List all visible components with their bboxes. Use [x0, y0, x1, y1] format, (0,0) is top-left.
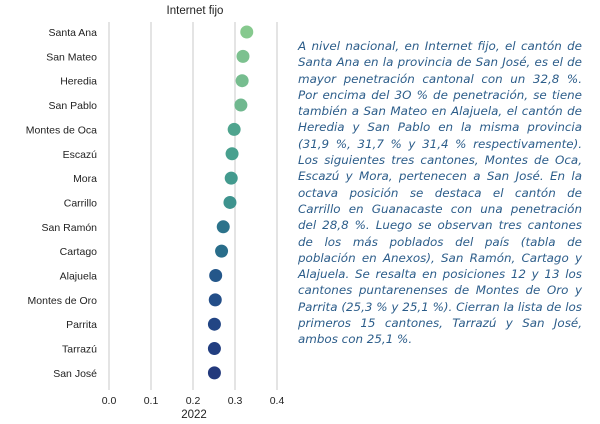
data-point	[207, 317, 221, 331]
data-point	[236, 49, 250, 63]
y-tick-label: Santa Ana	[49, 27, 98, 39]
x-tick-label: 0.3	[228, 395, 243, 407]
x-tick-label: 0.0	[102, 395, 117, 407]
data-point	[208, 293, 222, 307]
grid-lines	[108, 22, 278, 390]
y-tick-label: Alajuela	[60, 271, 98, 283]
data-point	[224, 171, 238, 185]
y-tick-label: Cartago	[60, 246, 98, 258]
data-point	[207, 366, 221, 380]
y-tick-label: Carrillo	[64, 197, 97, 209]
data-point	[225, 147, 239, 161]
data-point	[207, 342, 221, 356]
x-tick-label: 0.2	[186, 395, 201, 407]
data-point	[227, 122, 241, 136]
y-tick-label: San Pablo	[49, 100, 98, 112]
data-point	[234, 98, 248, 112]
data-point	[216, 220, 230, 234]
data-point	[209, 269, 223, 282]
description-paragraph: A nivel nacional, en Internet fijo, el c…	[298, 39, 582, 347]
x-tick-label: 0.1	[144, 395, 159, 407]
y-tick-label: Montes de Oro	[28, 295, 98, 307]
y-tick-label: Tarrazú	[62, 344, 97, 356]
x-axis-tick-labels: 0.0 0.1 0.2 0.3 0.4	[102, 395, 285, 407]
data-point	[223, 195, 237, 209]
data-point	[235, 74, 249, 88]
x-tick-label: 0.4	[270, 395, 285, 407]
x-axis-label: 2022	[181, 409, 207, 421]
y-tick-label: San José	[53, 368, 97, 380]
y-tick-label: Escazú	[63, 149, 98, 161]
y-tick-label: San Ramón	[42, 222, 98, 234]
data-points	[207, 25, 254, 380]
y-tick-label: Parrita	[66, 319, 97, 331]
chart-title: Internet fijo	[167, 5, 224, 17]
data-point	[215, 244, 229, 258]
y-tick-label: Mora	[73, 173, 97, 185]
y-tick-label: Montes de Oca	[26, 124, 97, 136]
y-tick-label: San Mateo	[46, 51, 97, 63]
y-axis-tick-labels: Santa Ana San Mateo Heredia San Pablo Montes…	[26, 27, 97, 380]
y-tick-label: Heredia	[60, 76, 97, 88]
data-point	[240, 25, 254, 39]
